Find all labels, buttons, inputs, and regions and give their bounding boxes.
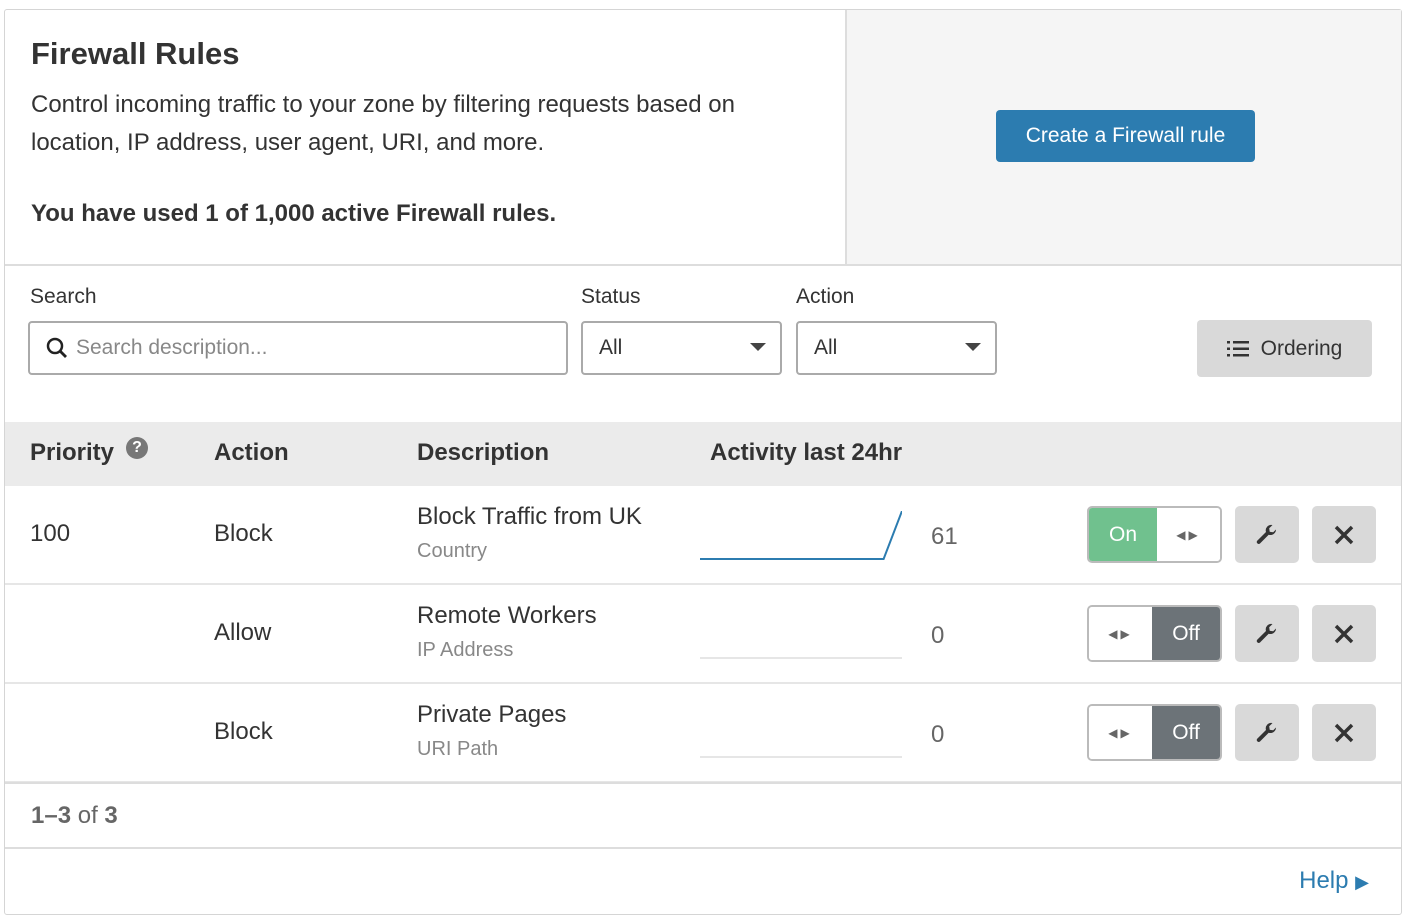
rule-action: Block xyxy=(214,718,273,745)
firewall-rules-card: Firewall Rules Control incoming traffic … xyxy=(4,9,1402,915)
help-question-icon[interactable]: ? xyxy=(126,437,149,459)
action-label: Action xyxy=(796,285,855,308)
usage-text: You have used 1 of 1,000 active Firewall… xyxy=(31,200,557,227)
wrench-icon xyxy=(1256,722,1277,742)
wrench-icon xyxy=(1256,623,1277,643)
edit-rule-button[interactable] xyxy=(1235,506,1299,563)
rule-enabled-toggle[interactable]: On ◀▶ xyxy=(1087,506,1222,563)
pagination-total: 3 xyxy=(104,802,118,829)
pagination-of: of xyxy=(77,802,98,829)
activity-count: 0 xyxy=(931,721,945,748)
rule-action: Allow xyxy=(214,619,272,646)
search-placeholder: Search description... xyxy=(76,336,268,359)
search-icon xyxy=(46,337,67,358)
close-icon xyxy=(1334,723,1354,742)
toggle-handle-icon: ◀▶ xyxy=(1089,607,1152,660)
status-label: Status xyxy=(581,285,641,308)
close-icon xyxy=(1334,525,1354,544)
status-value: All xyxy=(599,336,623,359)
ordering-label: Ordering xyxy=(1260,336,1343,360)
rule-type: IP Address xyxy=(417,639,514,661)
delete-rule-button[interactable] xyxy=(1312,704,1376,761)
page-description: Control incoming traffic to your zone by… xyxy=(31,91,735,156)
ordering-button[interactable]: Ordering xyxy=(1197,320,1372,377)
pagination-range: 1–3 xyxy=(31,802,72,829)
search-input[interactable]: Search description... xyxy=(28,321,568,375)
header-actions: Create a Firewall rule xyxy=(845,10,1401,264)
column-action: Action xyxy=(214,439,289,466)
rule-type: Country xyxy=(417,540,488,562)
close-icon xyxy=(1334,624,1354,643)
create-firewall-rule-button[interactable]: Create a Firewall rule xyxy=(996,110,1255,162)
rule-description[interactable]: Private Pages xyxy=(417,701,567,728)
edit-rule-button[interactable] xyxy=(1235,605,1299,662)
table-header: Priority? Action Description Activity la… xyxy=(5,422,1401,486)
list-icon xyxy=(1226,340,1249,356)
action-select[interactable]: All xyxy=(796,321,997,375)
rule-description[interactable]: Remote Workers xyxy=(417,602,597,629)
column-description: Description xyxy=(417,439,550,466)
pagination: 1–3 of 3 xyxy=(5,782,1401,849)
toggle-state: Off xyxy=(1152,706,1220,759)
search-label: Search xyxy=(30,285,97,308)
rule-type: URI Path xyxy=(417,738,499,760)
header-section: Firewall Rules Control incoming traffic … xyxy=(5,10,1401,266)
wrench-icon xyxy=(1256,524,1277,544)
activity-sparkline xyxy=(700,756,902,758)
activity-count: 61 xyxy=(931,523,958,550)
rule-description[interactable]: Block Traffic from UK xyxy=(417,503,642,530)
status-select[interactable]: All xyxy=(581,321,782,375)
column-priority[interactable]: Priority? xyxy=(30,437,149,467)
rule-priority: 100 xyxy=(30,520,71,547)
rule-action: Block xyxy=(214,520,273,547)
help-link[interactable]: Help ▶ xyxy=(1299,867,1369,895)
delete-rule-button[interactable] xyxy=(1312,506,1376,563)
table-row: Allow Remote Workers IP Address 0 ◀▶ Off xyxy=(5,585,1401,684)
toggle-handle-icon: ◀▶ xyxy=(1157,508,1220,561)
table-row: Block Private Pages URI Path 0 ◀▶ Off xyxy=(5,684,1401,783)
toggle-handle-icon: ◀▶ xyxy=(1089,706,1152,759)
page-title: Firewall Rules xyxy=(31,36,240,71)
toggle-state: Off xyxy=(1152,607,1220,660)
toggle-state: On xyxy=(1089,508,1157,561)
caret-right-icon: ▶ xyxy=(1355,872,1369,892)
sparkline-line xyxy=(700,511,902,560)
chevron-down-icon xyxy=(965,343,981,351)
activity-sparkline xyxy=(700,657,902,659)
activity-sparkline xyxy=(700,511,902,560)
help-label: Help xyxy=(1299,867,1349,894)
column-activity: Activity last 24hr xyxy=(710,439,903,466)
rule-enabled-toggle[interactable]: ◀▶ Off xyxy=(1087,704,1222,761)
chevron-down-icon xyxy=(750,343,766,351)
activity-count: 0 xyxy=(931,622,945,649)
edit-rule-button[interactable] xyxy=(1235,704,1299,761)
rule-enabled-toggle[interactable]: ◀▶ Off xyxy=(1087,605,1222,662)
action-value: All xyxy=(814,336,838,359)
header-info: Firewall Rules Control incoming traffic … xyxy=(5,10,845,264)
column-priority-label: Priority xyxy=(30,439,115,466)
table-row: 100 Block Block Traffic from UK Country … xyxy=(5,486,1401,585)
delete-rule-button[interactable] xyxy=(1312,605,1376,662)
table-area: Priority? Action Description Activity la… xyxy=(5,9,1401,915)
